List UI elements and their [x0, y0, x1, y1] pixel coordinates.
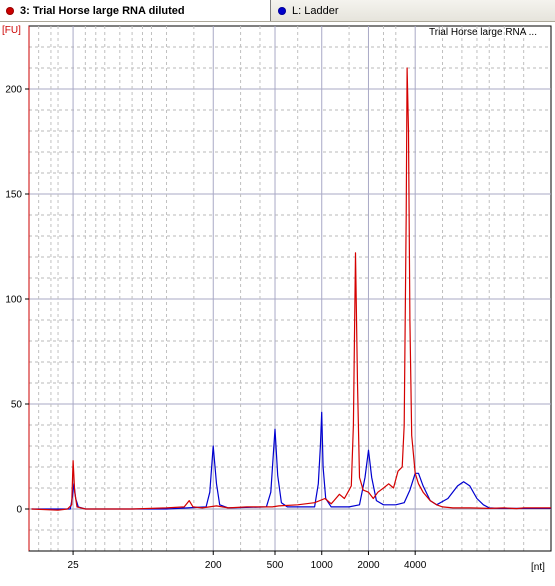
series-layer — [31, 67, 551, 511]
plot-area — [28, 25, 552, 552]
y-tick-label: 0 — [16, 505, 22, 516]
x-tick-label: 25 — [68, 560, 80, 571]
tab-sample[interactable]: 3: Trial Horse large RNA diluted — [0, 0, 271, 21]
tab-bar: 3: Trial Horse large RNA diluted L: Ladd… — [0, 0, 555, 22]
y-tick-label: 50 — [11, 400, 23, 411]
x-tick-label: 200 — [205, 560, 222, 571]
tab-sample-label: 3: Trial Horse large RNA diluted — [20, 4, 185, 17]
y-tick-label: 100 — [5, 295, 22, 306]
ladder-color-dot-icon — [278, 6, 286, 15]
x-axis-unit-label: [nt] — [531, 562, 545, 573]
gridlines — [29, 26, 551, 551]
x-tick-label: 1000 — [311, 560, 334, 571]
axes: 0 50 100 150 200 25 200 500 1000 2000 4000 — [5, 26, 551, 571]
y-axis-unit-label: [FU] — [2, 25, 21, 36]
legend-label: Trial Horse large RNA ... — [429, 27, 537, 38]
tab-ladder-label: L: Ladder — [292, 4, 339, 17]
x-tick-label: 4000 — [404, 560, 427, 571]
sample-trace-line — [31, 67, 551, 511]
y-tick-label: 200 — [5, 85, 22, 96]
y-tick-label: 150 — [5, 190, 22, 201]
ladder-marker-lines — [72, 26, 416, 551]
electropherogram-chart: 0 50 100 150 200 25 200 500 1000 2000 4000 [FU] [n… — [0, 22, 555, 586]
tab-ladder[interactable]: L: Ladder — [272, 0, 555, 21]
x-tick-label: 500 — [267, 560, 284, 571]
sample-color-dot-icon — [6, 6, 14, 15]
x-tick-label: 2000 — [357, 560, 380, 571]
